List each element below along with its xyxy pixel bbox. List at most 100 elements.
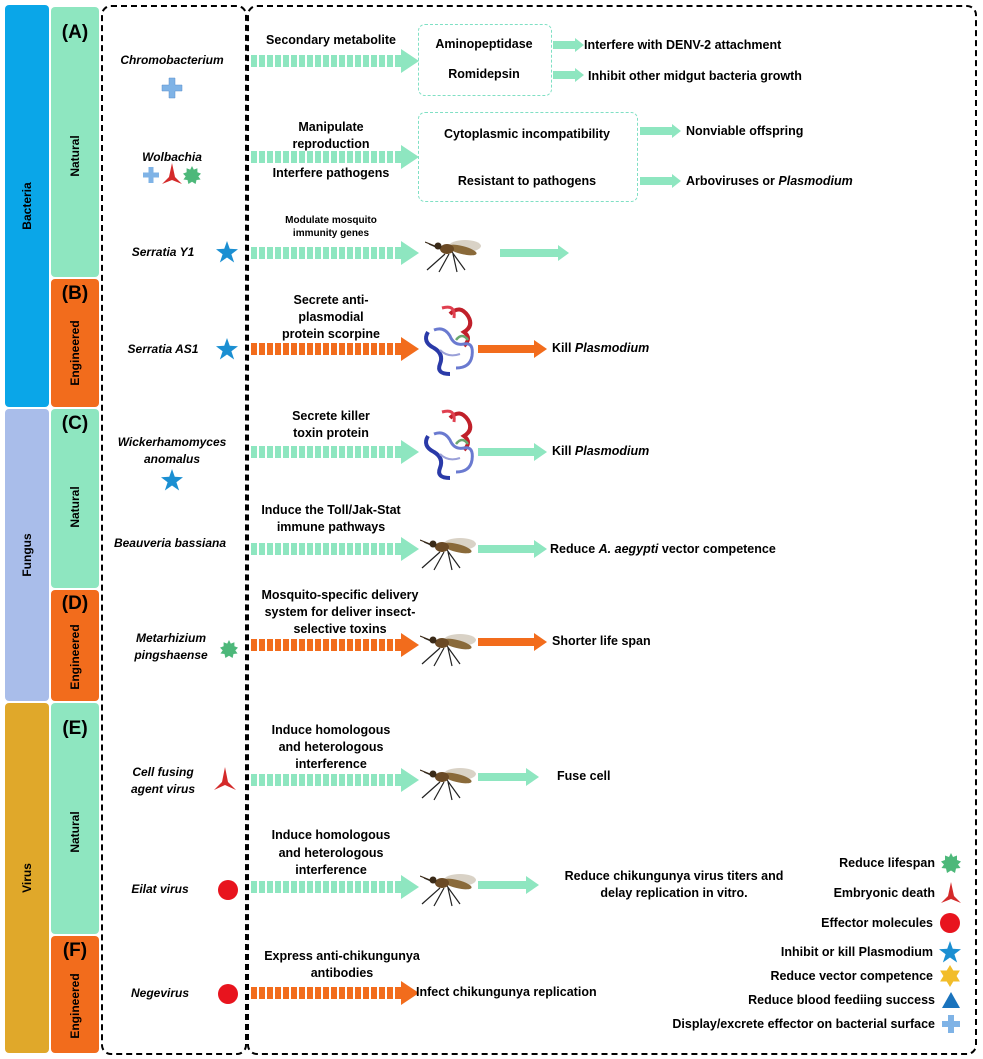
outcome-aegypti-italic: A. aegypti <box>598 542 659 556</box>
blue-star-icon <box>939 941 961 963</box>
red-tripod-icon <box>214 767 236 791</box>
outcome-arboviruses-text: Arboviruses or <box>686 174 779 188</box>
organism-eilat-virus: Eilat virus <box>131 882 189 896</box>
outcome-plasmodium-italic: Plasmodium <box>778 174 853 188</box>
category-bacteria-bar: Bacteria <box>5 5 49 407</box>
green-star-icon <box>220 640 238 658</box>
natural-arrow <box>251 145 419 169</box>
panel-letter-a: (A) <box>61 22 89 43</box>
type-natural-label: Natural <box>68 811 82 854</box>
category-fungus-bar: Fungus <box>5 409 49 701</box>
outcome-midgut: Inhibit other midgut bacteria growth <box>588 69 802 83</box>
mechanism-area-frame <box>247 5 977 1055</box>
type-natural-bar-a: Natural <box>51 7 99 277</box>
organism-cfav-line1: Cell fusing <box>132 765 194 779</box>
legend-item-display-effector: Display/excrete effector on bacterial su… <box>672 1013 961 1035</box>
outcome-kill-plasmodium: Kill Plasmodium <box>552 340 649 357</box>
outcome-arrow <box>553 68 584 82</box>
category-virus-label: Virus <box>20 863 34 893</box>
mechanism-label-line2: immune pathways <box>276 520 386 534</box>
category-bacteria-label: Bacteria <box>20 182 34 230</box>
outcome-arrow <box>500 245 569 261</box>
outcome-arrow <box>478 876 539 894</box>
type-natural-label: Natural <box>68 486 82 529</box>
outcome-arrow <box>478 443 547 461</box>
organism-serratia-as1: Serratia AS1 <box>127 342 199 356</box>
mosquito-image <box>420 537 477 571</box>
natural-arrow <box>251 440 419 464</box>
outcome-pre: Reduce <box>550 542 599 556</box>
outcome-kill-text: Kill <box>552 444 575 458</box>
engineered-outcome-arrow <box>478 633 547 651</box>
engineered-outcome-arrow <box>478 340 547 358</box>
cross-icon <box>161 77 183 99</box>
outcome-arrow <box>478 540 547 558</box>
mechanism-label-line2: immunity genes <box>292 228 370 239</box>
outcome-plasmodium-italic: Plasmodium <box>574 341 650 355</box>
red-circle-icon <box>939 912 961 934</box>
outcome-kill-text: Kill <box>552 341 575 355</box>
mechanism-label-line2: and heterologous <box>278 740 384 754</box>
outcome-fuse-cell: Fuse cell <box>557 769 611 783</box>
cross-icon <box>941 1014 961 1034</box>
organism-metarhizium-line2: pingshaense <box>134 648 208 662</box>
mechanism-label-line1: Induce homologous <box>271 723 391 737</box>
organism-chromobacterium: Chromobacterium <box>120 53 224 67</box>
category-virus-bar: Virus <box>5 703 49 1053</box>
mechanism-label-line1: Express anti-chikungunya <box>264 949 420 963</box>
organism-column-frame <box>101 5 247 1055</box>
mosquito-image <box>420 633 477 667</box>
mechanism-label-line1: Induce the Toll/Jak-Stat <box>261 503 401 517</box>
box-item-resistant: Resistant to pathogens <box>457 174 597 188</box>
mechanism-label-line3: protein scorpine <box>282 327 380 341</box>
legend-item-reduce-blood-feeding: Reduce blood feediing success <box>748 989 961 1011</box>
panel-letter-e: (E) <box>62 718 88 739</box>
legend-label: Reduce blood feediing success <box>748 993 935 1007</box>
mechanism-label-line3: selective toxins <box>293 622 387 636</box>
legend-label: Display/excrete effector on bacterial su… <box>672 1017 935 1031</box>
natural-arrow <box>251 241 419 265</box>
mosquito-image <box>420 767 477 801</box>
mechanism-label-line3: Interfere pathogens <box>272 166 390 180</box>
organism-wickerhamomyces-line2: anomalus <box>143 452 200 466</box>
mosquito-image <box>425 239 481 273</box>
yellow-star-icon <box>939 965 961 987</box>
mechanism-label: Secondary metabolite <box>266 33 396 47</box>
mechanism-label-line2: plasmodial <box>298 310 364 324</box>
mechanism-label-line2: and heterologous <box>278 846 384 860</box>
mechanism-label-line1: Secrete anti- <box>293 293 369 307</box>
protein-structure-image <box>424 409 475 480</box>
cross-icon <box>142 166 160 184</box>
blue-triangle-icon <box>941 991 961 1009</box>
red-circle-icon <box>217 879 239 901</box>
natural-arrow <box>251 768 419 792</box>
mechanism-box-wolbachia <box>418 112 638 202</box>
mechanism-label-line3: interference <box>295 757 367 771</box>
outcome-plasmodium-italic: Plasmodium <box>574 444 650 458</box>
type-engineered-label: Engineered <box>68 623 82 690</box>
blue-star-icon <box>216 241 238 263</box>
outcome-arrow <box>553 38 584 52</box>
mechanism-label-line1: Induce homologous <box>271 828 391 842</box>
red-tripod-icon <box>941 882 961 904</box>
panel-letter-b: (B) <box>61 283 89 304</box>
mechanism-label-line2: reproduction <box>292 137 370 151</box>
outcome-shorter-life-span: Shorter life span <box>552 634 651 648</box>
type-engineered-label: Engineered <box>68 320 82 386</box>
outcome-arrow <box>478 768 539 786</box>
box-item-aminopeptidase: Aminopeptidase <box>435 37 533 51</box>
natural-arrow <box>251 49 419 73</box>
legend-label: Inhibit or kill Plasmodium <box>780 945 933 959</box>
mosquito-image <box>420 873 477 907</box>
type-natural-label: Natural <box>68 134 82 177</box>
mechanism-label-line2: toxin protein <box>293 426 369 440</box>
red-tripod-icon <box>162 163 182 185</box>
organism-wolbachia: Wolbachia <box>142 150 202 164</box>
outcome-chikungunya-line1: Reduce chikungunya virus titers and <box>564 869 784 883</box>
type-natural-bar-e: Natural <box>51 703 99 934</box>
category-fungus-label: Fungus <box>20 533 34 577</box>
panel-letter-c: (C) <box>61 413 89 434</box>
type-engineered-bar-f: Engineered <box>51 936 99 1053</box>
legend-label: Reduce vector competence <box>770 969 933 983</box>
mechanism-label-line1: Mosquito-specific delivery <box>261 588 419 602</box>
